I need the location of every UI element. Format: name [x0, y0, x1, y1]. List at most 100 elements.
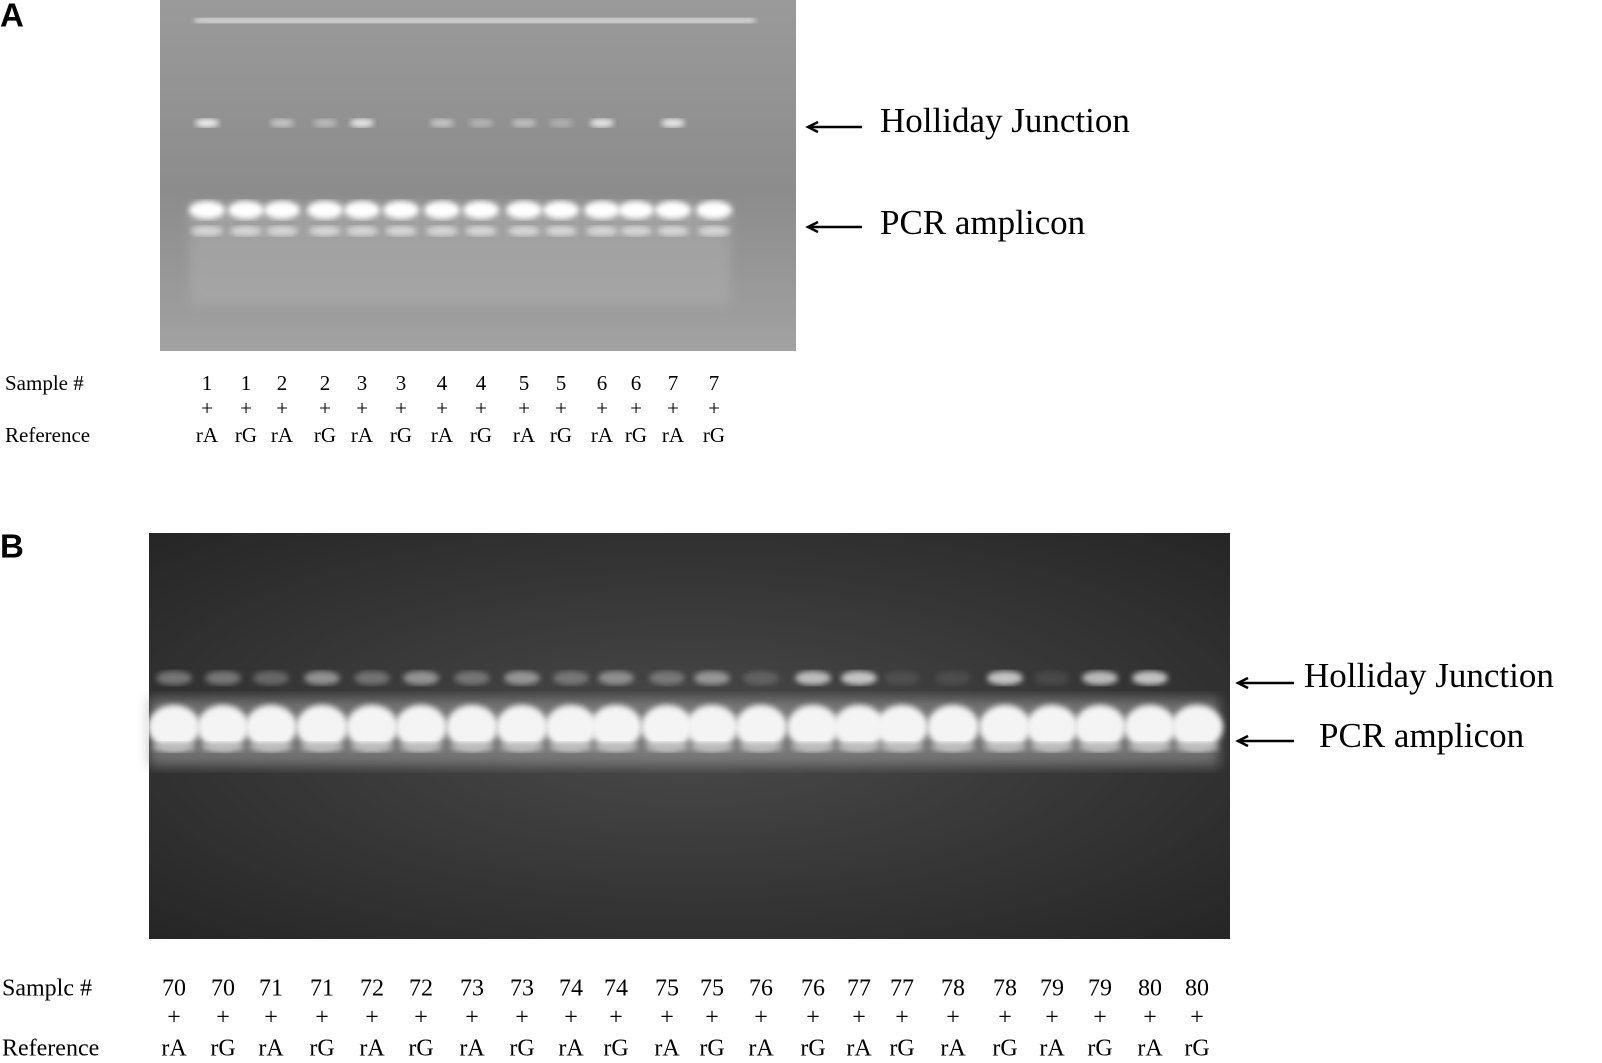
- reference: rA: [513, 423, 536, 447]
- band: [927, 705, 979, 749]
- band: [543, 201, 579, 219]
- band: [795, 671, 831, 685]
- plus-sign: +: [946, 1005, 960, 1031]
- band: [249, 742, 293, 752]
- plus-sign: +: [754, 1005, 768, 1031]
- reference: rG: [800, 1036, 825, 1062]
- plus-sign: +: [475, 396, 487, 420]
- band: [787, 705, 839, 749]
- plus-sign: +: [276, 396, 288, 420]
- reference: rA: [846, 1036, 872, 1062]
- band: [195, 119, 219, 127]
- sample-number: 79: [1040, 976, 1064, 1002]
- sample-number: 1: [202, 371, 213, 395]
- band: [880, 742, 924, 752]
- sample-number: 75: [655, 976, 679, 1002]
- sample-number: 74: [604, 976, 628, 1002]
- plus-sign: +: [201, 396, 213, 420]
- band: [590, 705, 642, 749]
- plus-sign: +: [852, 1005, 866, 1031]
- band: [931, 742, 975, 752]
- sample-number: 6: [631, 371, 642, 395]
- band: [395, 705, 447, 749]
- reference: rA: [271, 423, 294, 447]
- band: [228, 201, 264, 219]
- band: [1175, 742, 1219, 752]
- plus-sign: +: [319, 396, 331, 420]
- band: [641, 705, 693, 749]
- sample-number: 73: [460, 976, 484, 1002]
- plus-sign: +: [395, 396, 407, 420]
- band: [346, 705, 398, 749]
- sample-number: 4: [476, 371, 487, 395]
- band: [430, 119, 454, 127]
- plus-sign: +: [1045, 1005, 1059, 1031]
- band: [307, 201, 343, 219]
- plus-sign: +: [895, 1005, 909, 1031]
- band: [657, 226, 689, 236]
- sample-number: 71: [259, 976, 283, 1002]
- sample-number: 77: [847, 976, 871, 1002]
- plus-sign: +: [1093, 1005, 1107, 1031]
- band: [735, 705, 787, 749]
- band: [350, 119, 374, 127]
- sample-number: 78: [993, 976, 1017, 1002]
- band: [841, 671, 877, 685]
- band: [987, 671, 1023, 685]
- band: [350, 742, 394, 752]
- plus-sign: +: [518, 396, 530, 420]
- reference: rA: [748, 1036, 774, 1062]
- band: [296, 705, 348, 749]
- band: [549, 119, 573, 127]
- annotation: Holliday Junction: [1304, 656, 1554, 695]
- sample-number: 80: [1138, 976, 1162, 1002]
- band: [463, 201, 499, 219]
- sample-number: 70: [162, 976, 186, 1002]
- sample-number: 7: [709, 371, 720, 395]
- band: [403, 671, 439, 685]
- reference: rA: [359, 1036, 385, 1062]
- sample-number: 72: [360, 976, 384, 1002]
- band: [465, 226, 497, 236]
- reference: rG: [309, 1036, 334, 1062]
- band: [469, 119, 493, 127]
- sample-number: 3: [396, 371, 407, 395]
- band: [446, 705, 498, 749]
- reference: rG: [1184, 1036, 1209, 1062]
- band: [1034, 671, 1070, 685]
- plus-sign: +: [167, 1005, 181, 1031]
- reference: rA: [558, 1036, 584, 1062]
- band: [655, 201, 691, 219]
- band: [1132, 671, 1168, 685]
- plus-sign: +: [708, 396, 720, 420]
- band: [743, 671, 779, 685]
- band: [197, 705, 249, 749]
- band: [1078, 742, 1122, 752]
- band: [739, 742, 783, 752]
- plus-sign: +: [630, 396, 642, 420]
- reference: rG: [550, 423, 572, 447]
- band: [346, 226, 378, 236]
- reference: rG: [509, 1036, 534, 1062]
- sample-number: 73: [510, 976, 534, 1002]
- band: [253, 671, 289, 685]
- gel-b: [148, 533, 1230, 939]
- band: [344, 201, 380, 219]
- band: [385, 226, 417, 236]
- band: [426, 226, 458, 236]
- band: [983, 742, 1027, 752]
- sample-number: 74: [559, 976, 583, 1002]
- plus-sign: +: [414, 1005, 428, 1031]
- band: [1171, 705, 1223, 749]
- plus-sign: +: [998, 1005, 1012, 1031]
- sample-number: 72: [409, 976, 433, 1002]
- sample-number: 2: [277, 371, 288, 395]
- sample-number: 2: [320, 371, 331, 395]
- annotation: Holliday Junction: [880, 101, 1130, 140]
- band: [618, 201, 654, 219]
- band: [876, 705, 928, 749]
- reference: rG: [314, 423, 336, 447]
- plus-sign: +: [564, 1005, 578, 1031]
- plus-sign: +: [436, 396, 448, 420]
- band: [152, 742, 196, 752]
